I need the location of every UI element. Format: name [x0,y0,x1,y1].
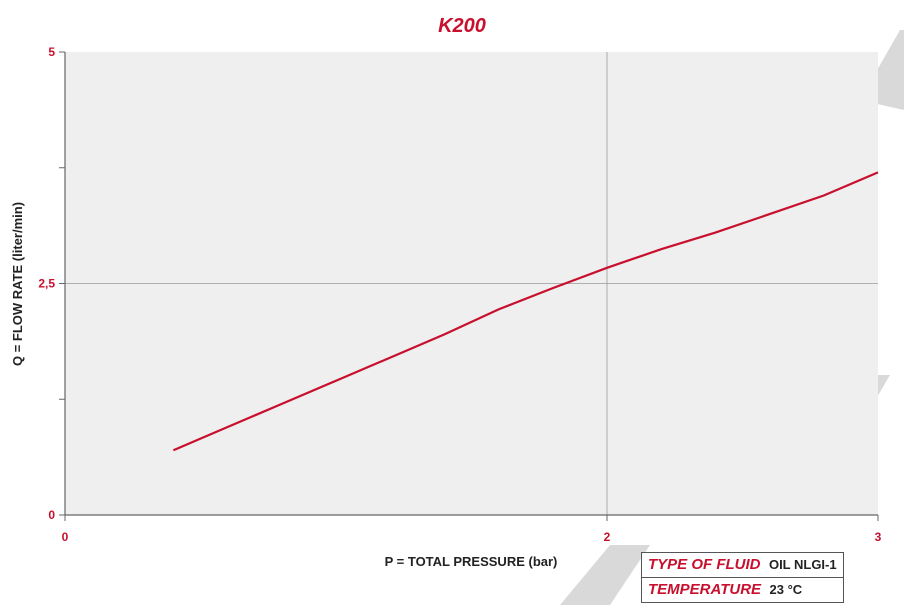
x-tick-label: 3 [875,530,882,544]
y-tick-label: 5 [48,45,55,59]
x-tick-label: 0 [62,530,69,544]
test-conditions-table: TYPE OF FLUID OIL NLGI-1 TEMPERATURE 23 … [641,552,844,603]
gridlines [65,52,878,515]
temperature-row: TEMPERATURE 23 °C [641,577,844,603]
tick-labels: 0 2 3 0 2,5 5 [38,45,881,544]
fluid-row: TYPE OF FLUID OIL NLGI-1 [641,552,844,578]
series-line [172,171,879,452]
y-tick-label: 0 [48,508,55,522]
fluid-cell: TYPE OF FLUID OIL NLGI-1 [641,552,844,578]
fluid-value: OIL NLGI-1 [768,557,837,572]
temperature-value: 23 °C [769,582,803,597]
chart-title: K200 [438,15,486,37]
axes [59,51,879,521]
y-axis-label: Q = FLOW RATE (liter/min) [10,202,25,366]
fluid-label: TYPE OF FLUID [648,556,761,573]
x-axis-label: P = TOTAL PRESSURE (bar) [385,554,558,569]
y-tick-label: 2,5 [38,277,55,291]
temperature-label: TEMPERATURE [648,581,762,598]
temperature-cell: TEMPERATURE 23 °C [641,577,844,603]
x-tick-label: 2 [604,530,611,544]
